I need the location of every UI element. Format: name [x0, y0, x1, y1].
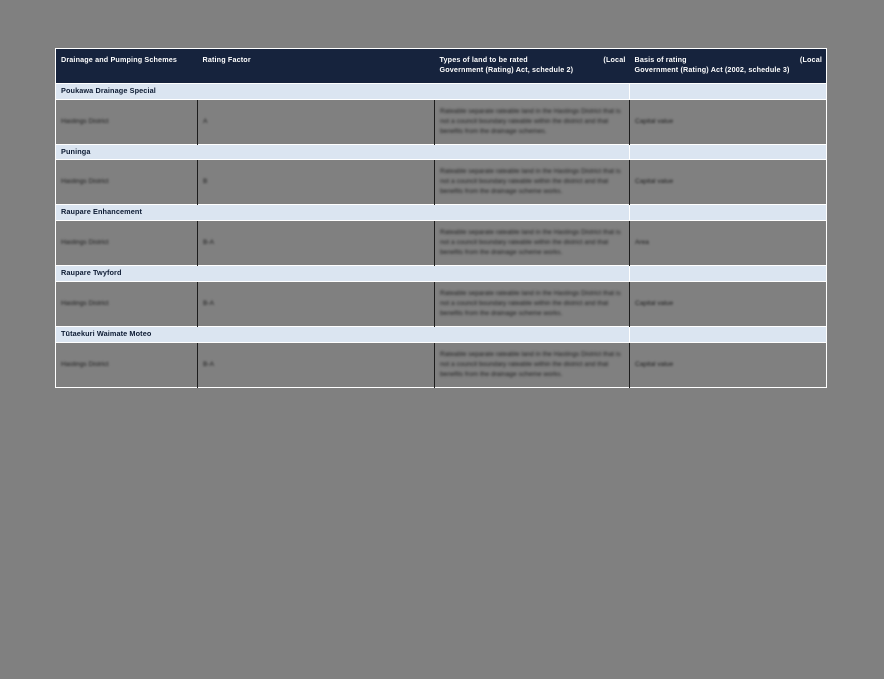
- cell-basis-of-rating: Capital value: [629, 342, 827, 388]
- section-header-spacer: [629, 82, 827, 100]
- cell-types-of-land-text: Rateable separate rateable land in the H…: [440, 168, 621, 196]
- column-header-types-tail: (Local: [603, 55, 626, 64]
- cell-scheme-text: Hastings District: [61, 239, 109, 247]
- section-header-row: Raupare Enhancement: [55, 204, 827, 222]
- cell-types-of-land: Rateable separate rateable land in the H…: [434, 99, 630, 145]
- cell-types-of-land-text: Rateable separate rateable land in the H…: [440, 350, 621, 378]
- cell-types-of-land: Rateable separate rateable land in the H…: [434, 281, 630, 327]
- cell-scheme: Hastings District: [55, 220, 198, 266]
- section-title: Raupare Enhancement: [55, 204, 630, 222]
- column-header-rating-factor: Rating Factor: [197, 48, 435, 84]
- cell-scheme: Hastings District: [55, 159, 198, 205]
- cell-rating-factor: A: [197, 99, 435, 145]
- column-header-basis-tail: (Local: [799, 55, 822, 64]
- cell-types-of-land: Rateable separate rateable land in the H…: [434, 220, 630, 266]
- drainage-pumping-schemes-table: Drainage and Pumping Schemes Rating Fact…: [55, 48, 827, 388]
- column-header-basis-line1-text: Basis of rating: [634, 55, 687, 64]
- section-header-row: Tūtaekuri Waimate Moteo: [55, 325, 827, 343]
- cell-rating-factor-text: B: [203, 178, 208, 186]
- cell-types-of-land: Rateable separate rateable land in the H…: [434, 342, 630, 388]
- cell-scheme-text: Hastings District: [61, 360, 109, 368]
- cell-types-of-land-text: Rateable separate rateable land in the H…: [440, 229, 621, 257]
- cell-rating-factor: B-A: [197, 220, 435, 266]
- cell-basis-of-rating: Capital value: [629, 159, 827, 205]
- cell-rating-factor-text: B-A: [203, 299, 214, 307]
- section-title: Puninga: [55, 143, 630, 161]
- table-row: Hastings District B-A Rateable separate ra…: [55, 220, 827, 266]
- column-header-basis-line2: Government (Rating) Act (2002, schedule …: [634, 65, 790, 75]
- table-row: Hastings District B Rateable separate rate…: [55, 159, 827, 205]
- section-title: Raupare Twyford: [55, 265, 630, 282]
- table-bottom-rule: [55, 342, 826, 343]
- cell-types-of-land-text: Rateable separate rateable land in the H…: [440, 107, 621, 135]
- table-row: Hastings District B-A Rateable separate ra…: [55, 281, 827, 327]
- table-body: Poukawa Drainage Special Hastings Distric…: [55, 82, 827, 388]
- column-header-types-line1: Types of land to be rated (Local: [440, 55, 626, 65]
- column-header-basis-line1: Basis of rating (Local: [635, 55, 823, 65]
- cell-rating-factor-text: B-A: [203, 360, 214, 368]
- section-header-spacer: [629, 143, 827, 161]
- column-header-types-line2: Government (Rating) Act, schedule 2): [439, 65, 574, 75]
- section-header-row: Poukawa Drainage Special: [55, 82, 827, 100]
- cell-scheme-text: Hastings District: [61, 117, 109, 125]
- cell-rating-factor: B-A: [197, 342, 435, 388]
- cell-scheme: Hastings District: [55, 99, 198, 145]
- section-header-row: Puninga: [55, 143, 827, 161]
- section-header-spacer: [629, 204, 827, 222]
- column-header-types-of-land: Types of land to be rated (Local Governm…: [434, 48, 630, 84]
- cell-basis-of-rating-text: Area: [635, 239, 649, 247]
- cell-scheme-text: Hastings District: [61, 299, 109, 307]
- column-header-scheme: Drainage and Pumping Schemes: [55, 48, 198, 84]
- cell-rating-factor: B-A: [197, 281, 435, 327]
- cell-basis-of-rating: Area: [629, 220, 827, 266]
- cell-rating-factor-text: A: [203, 117, 208, 125]
- column-header-basis-of-rating: Basis of rating (Local Government (Ratin…: [629, 48, 827, 84]
- cell-scheme: Hastings District: [55, 281, 198, 327]
- cell-rating-factor: B: [197, 159, 435, 205]
- cell-basis-of-rating-text: Capital value: [635, 117, 674, 125]
- section-header-row: Raupare Twyford: [55, 265, 827, 282]
- cell-basis-of-rating: Capital value: [629, 99, 827, 145]
- column-header-types-line1-text: Types of land to be rated: [439, 55, 528, 64]
- table-row: Hastings District B-A Rateable separate ra…: [55, 342, 827, 388]
- cell-scheme: Hastings District: [55, 342, 198, 388]
- cell-rating-factor-text: B-A: [203, 239, 214, 247]
- column-header-rating-factor-label: Rating Factor: [202, 55, 251, 64]
- table-row: Hastings District A Rateable separate rate…: [55, 99, 827, 145]
- section-title: Tūtaekuri Waimate Moteo: [55, 325, 630, 343]
- section-header-spacer: [629, 265, 827, 282]
- table-header: Drainage and Pumping Schemes Rating Fact…: [55, 48, 827, 84]
- section-header-spacer: [629, 325, 827, 343]
- cell-basis-of-rating-text: Capital value: [635, 360, 674, 368]
- cell-basis-of-rating-text: Capital value: [635, 299, 674, 307]
- cell-types-of-land: Rateable separate rateable land in the H…: [434, 159, 630, 205]
- section-title: Poukawa Drainage Special: [55, 82, 630, 100]
- cell-basis-of-rating-text: Capital value: [635, 178, 674, 186]
- cell-scheme-text: Hastings District: [61, 178, 109, 186]
- column-header-scheme-label: Drainage and Pumping Schemes: [61, 55, 178, 64]
- cell-types-of-land-text: Rateable separate rateable land in the H…: [440, 289, 621, 317]
- table-header-row: Drainage and Pumping Schemes Rating Fact…: [55, 48, 827, 84]
- cell-basis-of-rating: Capital value: [629, 281, 827, 327]
